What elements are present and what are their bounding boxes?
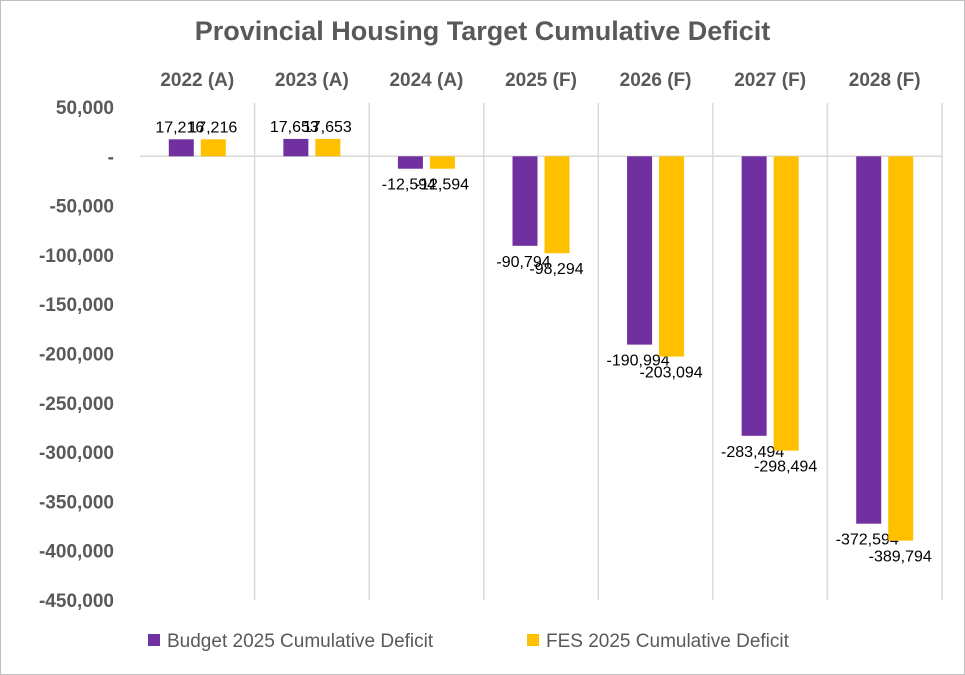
category-label: 2023 (A) [275, 70, 349, 91]
y-tick-label: -250,000 [39, 394, 114, 415]
category-label: 2025 (F) [505, 70, 577, 91]
y-tick-label: - [108, 147, 114, 168]
category-label: 2026 (F) [620, 70, 692, 91]
bar [856, 156, 882, 524]
data-label: 17,216 [155, 119, 204, 136]
data-label: 17,653 [303, 119, 352, 136]
bar [315, 138, 341, 157]
chart-title: Provincial Housing Target Cumulative Def… [194, 16, 771, 46]
y-tick-label: -200,000 [39, 345, 114, 366]
bar [888, 156, 914, 541]
y-tick-label: -350,000 [39, 492, 114, 513]
y-tick-label: -50,000 [50, 197, 114, 218]
bar [741, 156, 767, 436]
bar [773, 156, 799, 451]
bar [429, 156, 455, 169]
category-label: 2022 (A) [160, 70, 234, 91]
data-label: -298,494 [754, 459, 817, 476]
bar [544, 156, 570, 254]
legend-swatch [527, 634, 539, 646]
category-label: 2028 (F) [849, 70, 921, 91]
bar [659, 156, 685, 357]
data-label: -12,594 [382, 177, 436, 194]
bar [512, 156, 538, 246]
data-label: -98,294 [529, 261, 583, 278]
y-tick-label: -150,000 [39, 295, 114, 316]
bar [168, 139, 194, 157]
bar [627, 156, 653, 345]
y-tick-label: -450,000 [39, 591, 114, 612]
y-tick-label: -100,000 [39, 246, 114, 267]
bar [397, 156, 423, 169]
data-label: -283,494 [721, 444, 784, 461]
y-tick-label: -300,000 [39, 443, 114, 464]
y-tick-label: -400,000 [39, 542, 114, 563]
data-label: -12,594 [415, 177, 469, 194]
legend-label: Budget 2025 Cumulative Deficit [167, 631, 434, 652]
bar [200, 139, 226, 157]
y-tick-label: 50,000 [56, 98, 114, 119]
legend-swatch [148, 634, 160, 646]
category-label: 2024 (A) [389, 70, 463, 91]
bar [283, 138, 309, 157]
data-label: -190,994 [606, 353, 669, 370]
data-label: 17,216 [188, 119, 237, 136]
data-label: -90,794 [496, 254, 550, 271]
data-label: -372,594 [836, 532, 899, 549]
category-label: 2027 (F) [734, 70, 806, 91]
data-label: -203,094 [639, 365, 702, 382]
data-label: 17,653 [270, 119, 319, 136]
data-label: -389,794 [869, 549, 932, 566]
legend-label: FES 2025 Cumulative Deficit [546, 631, 790, 652]
